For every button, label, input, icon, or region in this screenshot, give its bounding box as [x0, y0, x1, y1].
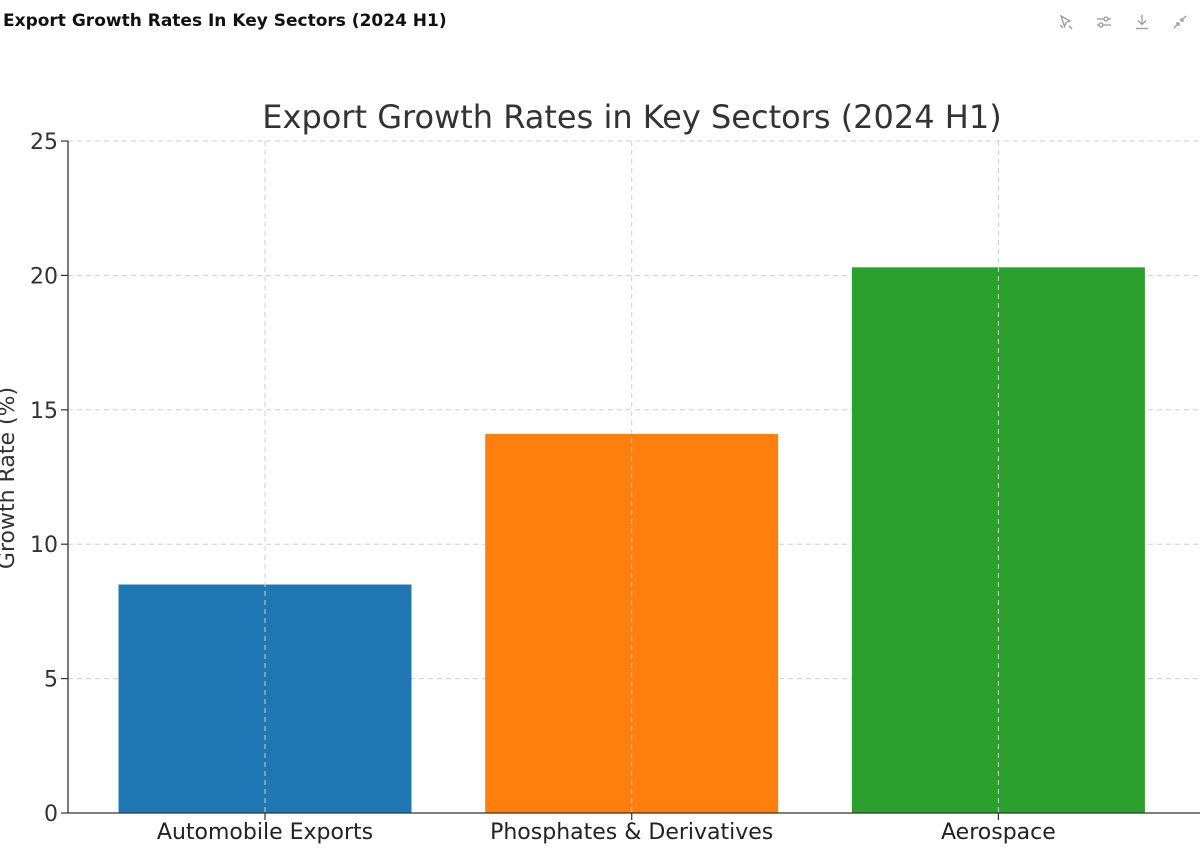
toolbar	[1054, 10, 1192, 34]
collapse-icon	[1173, 15, 1187, 29]
axes	[67, 141, 1200, 814]
x-tick-label: Automobile Exports	[157, 820, 373, 845]
y-axis-label: Growth Rate (%)	[0, 387, 20, 569]
adjust-icon	[1097, 16, 1111, 28]
collapse-button[interactable]	[1168, 10, 1192, 34]
adjust-button[interactable]	[1092, 10, 1116, 34]
x-ticks: Automobile Exports Phosphates & Derivativ…	[157, 813, 1056, 845]
bar	[485, 433, 779, 813]
x-tick-label: Aerospace	[941, 820, 1056, 845]
y-ticks: 0 5 10 15 20 25	[30, 130, 68, 827]
panel-header: Export Growth Rates In Key Sectors (2024…	[0, 0, 1200, 44]
y-tick-label: 15	[30, 399, 58, 424]
y-tick-label: 5	[44, 668, 58, 693]
interact-icon	[1059, 14, 1073, 30]
y-tick-label: 20	[30, 264, 58, 289]
y-tick-label: 25	[30, 130, 58, 155]
y-tick-label: 10	[30, 533, 58, 558]
vertical-grid	[264, 141, 999, 813]
chart-title: Export Growth Rates in Key Sectors (2024…	[262, 98, 1001, 136]
interact-button[interactable]	[1054, 10, 1078, 34]
x-tick-label: Phosphates & Derivatives	[490, 820, 773, 845]
download-icon	[1136, 15, 1148, 30]
panel-title: Export Growth Rates In Key Sectors (2024…	[3, 11, 447, 31]
y-tick-label: 0	[44, 802, 58, 827]
download-button[interactable]	[1130, 10, 1154, 34]
